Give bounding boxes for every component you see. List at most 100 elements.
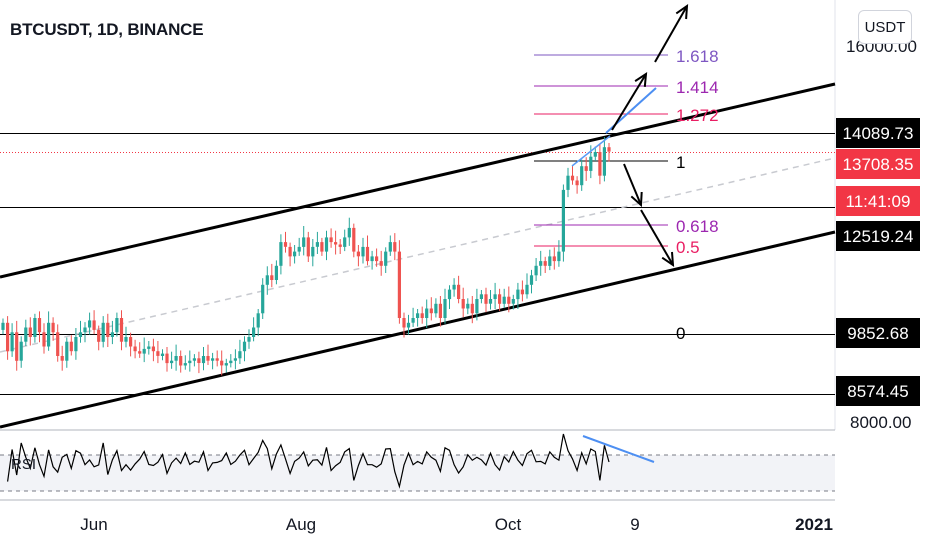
candle-body[interactable]: [115, 318, 119, 333]
candle-body[interactable]: [529, 275, 534, 285]
candle-body[interactable]: [511, 299, 515, 304]
candle-body[interactable]: [566, 175, 570, 190]
candle-body[interactable]: [493, 294, 497, 299]
candle-body[interactable]: [334, 242, 338, 245]
candle-body[interactable]: [520, 289, 524, 295]
candle-body[interactable]: [47, 322, 51, 347]
candle-body[interactable]: [28, 327, 32, 338]
candle-body[interactable]: [457, 284, 461, 299]
candle-body[interactable]: [575, 180, 579, 186]
candle-body[interactable]: [352, 227, 356, 252]
candle-body[interactable]: [548, 256, 552, 266]
candle-body[interactable]: [470, 303, 474, 314]
candle-body[interactable]: [165, 353, 169, 364]
candle-body[interactable]: [347, 227, 351, 238]
candle-body[interactable]: [388, 242, 392, 252]
candle-body[interactable]: [552, 256, 556, 262]
candle-body[interactable]: [370, 256, 374, 262]
candle-body[interactable]: [438, 303, 442, 318]
candle-body[interactable]: [397, 251, 401, 318]
currency-button[interactable]: USDT: [858, 10, 912, 44]
candle-body[interactable]: [516, 289, 520, 300]
candle-body[interactable]: [311, 246, 315, 257]
candle-body[interactable]: [83, 327, 87, 333]
candle-body[interactable]: [406, 322, 411, 328]
candle-body[interactable]: [539, 261, 543, 266]
candle-body[interactable]: [534, 265, 538, 276]
candle-body[interactable]: [502, 296, 506, 304]
candle-body[interactable]: [265, 275, 269, 285]
candle-body[interactable]: [124, 337, 128, 342]
candle-body[interactable]: [10, 332, 14, 352]
candle-body[interactable]: [78, 332, 83, 337]
candle-body[interactable]: [607, 147, 611, 152]
candle-body[interactable]: [461, 299, 465, 309]
candle-body[interactable]: [224, 363, 228, 366]
candle-body[interactable]: [543, 261, 547, 266]
candle-body[interactable]: [197, 358, 201, 363]
candle-body[interactable]: [602, 147, 606, 176]
candle-body[interactable]: [589, 156, 593, 171]
candle-body[interactable]: [283, 242, 288, 247]
candle-body[interactable]: [375, 256, 379, 262]
channel-lower-line[interactable]: [0, 230, 836, 429]
candle-body[interactable]: [274, 265, 278, 280]
candle-body[interactable]: [361, 246, 365, 257]
candle-body[interactable]: [24, 327, 28, 342]
candle-body[interactable]: [51, 322, 55, 333]
candle-body[interactable]: [293, 251, 297, 257]
candle-body[interactable]: [92, 320, 96, 330]
candle-body[interactable]: [484, 294, 488, 304]
candle-body[interactable]: [379, 261, 383, 266]
candle-body[interactable]: [6, 322, 10, 352]
candle-body[interactable]: [338, 244, 342, 247]
candle-body[interactable]: [416, 313, 420, 318]
candle-body[interactable]: [74, 337, 78, 352]
candle-body[interactable]: [183, 363, 187, 366]
candle-body[interactable]: [302, 237, 306, 247]
candle-body[interactable]: [557, 251, 561, 262]
candle-body[interactable]: [238, 351, 242, 359]
candle-body[interactable]: [343, 237, 347, 247]
candle-body[interactable]: [110, 332, 114, 337]
candle-body[interactable]: [452, 284, 456, 290]
candle-body[interactable]: [60, 356, 64, 361]
candle-body[interactable]: [315, 242, 319, 247]
candle-body[interactable]: [320, 242, 324, 252]
candle-body[interactable]: [133, 346, 137, 352]
candle-body[interactable]: [365, 246, 370, 262]
candle-body[interactable]: [147, 346, 151, 349]
candle-body[interactable]: [19, 341, 23, 361]
candle-body[interactable]: [279, 242, 283, 266]
candle-body[interactable]: [297, 246, 301, 252]
candle-body[interactable]: [252, 327, 256, 338]
candle-body[interactable]: [15, 332, 19, 361]
candle-body[interactable]: [256, 313, 260, 328]
candle-body[interactable]: [593, 152, 597, 157]
candle-body[interactable]: [270, 275, 274, 280]
candle-body[interactable]: [220, 360, 224, 366]
candle-body[interactable]: [261, 284, 265, 314]
candle-body[interactable]: [138, 351, 142, 354]
candle-body[interactable]: [211, 358, 215, 361]
candle-body[interactable]: [356, 251, 360, 257]
candle-body[interactable]: [69, 341, 73, 352]
candle-body[interactable]: [129, 337, 133, 347]
candle-body[interactable]: [329, 237, 333, 243]
candle-body[interactable]: [188, 360, 192, 364]
candle-body[interactable]: [466, 303, 470, 309]
candle-body[interactable]: [242, 341, 247, 352]
candle-body[interactable]: [119, 318, 124, 342]
candle-body[interactable]: [384, 251, 388, 266]
candle-body[interactable]: [570, 175, 575, 181]
candle-body[interactable]: [156, 351, 160, 356]
channel-upper-line[interactable]: [0, 82, 836, 279]
candle-body[interactable]: [88, 320, 92, 328]
candle-body[interactable]: [201, 356, 206, 364]
candle-body[interactable]: [65, 341, 69, 361]
candle-body[interactable]: [160, 353, 165, 356]
candle-body[interactable]: [229, 360, 233, 364]
candle-body[interactable]: [324, 237, 329, 252]
candle-body[interactable]: [56, 332, 60, 356]
